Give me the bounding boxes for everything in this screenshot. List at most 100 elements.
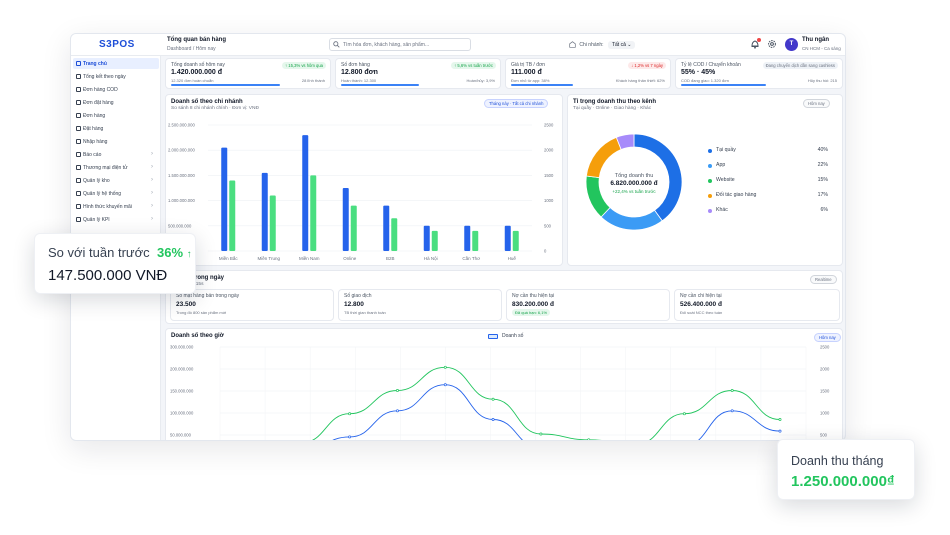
y-right-tick-label: 1500: [820, 389, 830, 394]
channel-filter-pill[interactable]: Hôm nay: [803, 99, 830, 108]
sidebar-item-purchase-orders[interactable]: Đơn đặt hàng: [73, 97, 159, 108]
sidebar-item-promotions[interactable]: Hình thức khuyến mãi ›: [73, 201, 159, 212]
legend-swatch: [488, 334, 498, 339]
avatar[interactable]: T: [785, 38, 798, 51]
chart-icon: [76, 152, 81, 157]
kpi-label: Giá trị TB / đơn: [511, 62, 546, 68]
kpi-card-avg-order[interactable]: Giá trị TB / đơn 111.000 đ ↓ 1,2% vs 7 n…: [505, 58, 671, 89]
week-compare-callout: So với tuần trước 36% ↑ 147.500.000 VNĐ: [34, 233, 196, 294]
branch-bar-chart: 2.500.000.000 2500 2.000.000.000 2000 1.500.…: [168, 123, 554, 262]
chevron-right-icon: ›: [151, 164, 153, 170]
cart-icon: [76, 126, 81, 131]
legend-item: Khác 6%: [708, 207, 828, 217]
kpi-trend-badge: Đang chuyển dịch dần sang cashless: [762, 62, 838, 69]
legend-percent: 22%: [817, 162, 828, 168]
sidebar-item-warehouse[interactable]: Quản lý kho ›: [73, 175, 159, 186]
legend-item: Tại quầy 40%: [708, 147, 828, 157]
legend-label: Doanh số: [502, 333, 524, 339]
x-tick-label: Miền Nam: [299, 256, 320, 261]
y-tick-label: 200.000.000: [170, 367, 194, 372]
clipboard-icon: [76, 100, 81, 105]
y-tick-label: 500.000.000: [168, 223, 192, 228]
y-right-tick-label: 1000: [820, 411, 830, 416]
sidebar-item-label: Đơn hàng COD: [83, 87, 118, 93]
line-point: [396, 409, 399, 413]
bar-series-1: [221, 147, 228, 251]
sidebar-item-kpi[interactable]: Quản lý KPI ›: [73, 214, 159, 225]
chevron-right-icon: ›: [151, 151, 153, 157]
bar-series-2: [269, 195, 276, 251]
bar-series-2: [310, 175, 317, 251]
kpi-sub-right: Khách hàng thân thiết: 62%: [615, 78, 665, 83]
chevron-down-icon: ⌄: [627, 42, 632, 48]
callout-label: So với tuần trước: [48, 245, 150, 260]
sidebar-item-reports[interactable]: Báo cáo ›: [73, 149, 159, 160]
kpi-label: Số đơn hàng: [341, 62, 370, 68]
branch-select[interactable]: Tất cả ⌄: [607, 41, 636, 49]
settings-icon: [76, 191, 81, 196]
stat-value: 12.800: [344, 301, 364, 308]
sidebar-item-daily-summary[interactable]: Tổng kết theo ngày: [73, 71, 159, 82]
section-subtitle: Tại quầy · Online · Giao hàng · Khác: [573, 106, 652, 111]
kpi-card-orders[interactable]: Số đơn hàng 12.800 đơn ↑ 5,6% vs tuần tr…: [335, 58, 501, 89]
branch-selector[interactable]: Chi nhánh: Tất cả ⌄: [569, 38, 636, 51]
callout-value: 147.500.000 VNĐ: [48, 267, 168, 284]
sidebar-item-home[interactable]: Trang chủ: [73, 58, 159, 69]
line-point: [348, 412, 352, 416]
hourly-sales-card: Doanh số theo giờ Doanh số Hôm nay 300.0…: [165, 328, 843, 440]
kpi-progress-bar: [511, 84, 573, 86]
branch-value: Tất cả: [611, 42, 626, 48]
stat-sub: Trong đó 800 sản phẩm mới: [176, 310, 227, 315]
channel-share-card: Tỉ trọng doanh thu theo kênh Tại quầy · …: [567, 94, 843, 266]
sidebar-item-orders[interactable]: Đơn hàng: [73, 110, 159, 121]
kpi-value: 12.800 đơn: [341, 69, 378, 76]
y-tick-label: 150.000.000: [170, 389, 194, 394]
search-input[interactable]: Tìm hóa đơn, khách hàng, sản phẩm...: [329, 38, 471, 51]
line-point: [539, 432, 543, 436]
realtime-pill[interactable]: Realtime: [810, 275, 837, 284]
sidebar-item-cod-orders[interactable]: Đơn hàng COD: [73, 84, 159, 95]
stat-sub: Đối soát NCC theo tuần: [680, 310, 723, 315]
sidebar-item-label: Hình thức khuyến mãi: [83, 204, 132, 210]
hourly-filter-pill[interactable]: Hôm nay: [814, 333, 841, 342]
donut-slice: [585, 175, 611, 218]
y-tick-label: 300.000.000: [170, 345, 194, 350]
app-logo[interactable]: S3POS: [99, 39, 135, 50]
kpi-trend-badge: ↑ 15,3% vs hôm qua: [282, 62, 326, 69]
line-point: [396, 389, 399, 392]
kpi-label: Tổng doanh số hôm nay: [171, 62, 225, 68]
bar-series-1: [504, 225, 511, 251]
stat-sub: TB thời gian thanh toán: [344, 310, 386, 315]
gear-icon[interactable]: [767, 39, 777, 49]
legend-dot: [708, 194, 712, 198]
kpi-card-revenue[interactable]: Tổng doanh số hôm nay 1.420.000.000 đ ↑ …: [165, 58, 331, 89]
kpi-card-payment-ratio[interactable]: Tỷ lệ COD / Chuyển khoản 55% · 45% Đang …: [675, 58, 843, 89]
x-tick-label: B2B: [386, 256, 395, 261]
box-icon: [76, 139, 81, 144]
sidebar-item-bookings[interactable]: Đặt hàng: [73, 123, 159, 134]
sidebar-item-system[interactable]: Quản lý hệ thống ›: [73, 188, 159, 199]
section-subtitle: So sánh 8 chi nhánh chính · Đơn vị: VNĐ: [171, 106, 259, 111]
donut-slice: [600, 206, 663, 231]
kpi-trend-badge: ↑ 5,6% vs tuần trước: [451, 62, 496, 69]
callout-label: Doanh thu tháng: [791, 454, 884, 468]
line-point: [730, 389, 734, 392]
y-tick-label: 100.000.000: [170, 411, 194, 416]
kpi-sub-right: Hoàn/hủy: 3,9%: [466, 78, 495, 83]
stat-value: 526.400.000 đ: [680, 301, 722, 308]
line-point: [491, 397, 495, 401]
bell-icon[interactable]: [750, 39, 760, 49]
y-tick-label: 1.500.000.000: [168, 173, 195, 178]
legend-item: Website 15%: [708, 177, 828, 187]
hourly-line-chart: 300.000.000 2500 200.000.000 2000 150.000.00…: [170, 345, 830, 440]
sidebar-item-import[interactable]: Nhập hàng: [73, 136, 159, 147]
sidebar-item-ecommerce[interactable]: Thương mại điện tử ›: [73, 162, 159, 173]
stat-value: 830.200.000 đ: [512, 301, 554, 308]
y-right-tick-label: 2500: [820, 345, 830, 350]
breadcrumb[interactable]: Dashboard / Hôm nay: [167, 46, 216, 52]
kpi-progress-bar: [681, 84, 766, 86]
branch-filter-pill[interactable]: Tháng này · Tất cả chi nhánh: [484, 99, 549, 108]
calendar-icon: [76, 74, 81, 79]
legend-percent: 15%: [817, 177, 828, 183]
